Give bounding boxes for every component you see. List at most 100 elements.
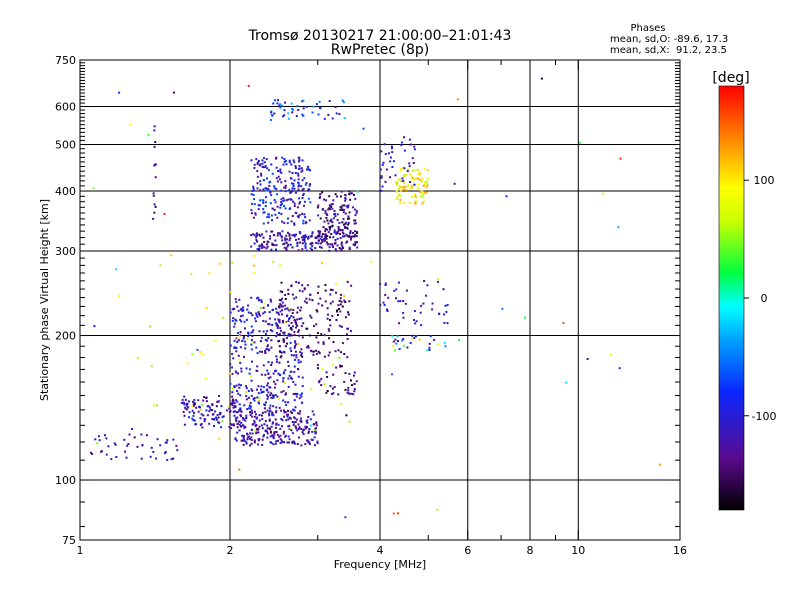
data-point bbox=[298, 317, 301, 320]
data-point bbox=[406, 170, 409, 172]
data-point bbox=[228, 425, 231, 428]
y-tick-label: 400 bbox=[55, 185, 76, 198]
data-point bbox=[315, 323, 318, 326]
data-point bbox=[279, 434, 282, 437]
data-point bbox=[249, 444, 251, 447]
data-point bbox=[283, 415, 285, 418]
data-point bbox=[166, 439, 169, 442]
data-point bbox=[345, 205, 348, 208]
data-point bbox=[302, 99, 305, 102]
data-point bbox=[286, 307, 289, 310]
grid-lines bbox=[80, 60, 680, 540]
data-point bbox=[261, 427, 264, 430]
data-point bbox=[329, 243, 332, 246]
data-point bbox=[324, 228, 327, 230]
data-point bbox=[252, 233, 255, 236]
data-point bbox=[187, 406, 190, 409]
data-point bbox=[272, 435, 274, 438]
data-point bbox=[231, 308, 234, 311]
data-point bbox=[343, 235, 346, 238]
data-point bbox=[298, 334, 301, 337]
data-point bbox=[251, 412, 253, 415]
data-point bbox=[268, 386, 271, 389]
data-point bbox=[317, 341, 320, 344]
data-point bbox=[266, 382, 269, 385]
data-point bbox=[411, 169, 414, 172]
data-point bbox=[251, 314, 254, 317]
data-point bbox=[307, 430, 310, 433]
data-point bbox=[428, 349, 431, 351]
data-point bbox=[272, 234, 275, 236]
x-tick-label: 1 bbox=[77, 544, 84, 557]
data-point bbox=[220, 426, 223, 429]
data-point bbox=[339, 297, 342, 300]
data-point bbox=[326, 317, 329, 320]
data-point bbox=[310, 388, 313, 391]
data-point bbox=[301, 248, 304, 251]
data-point bbox=[345, 241, 348, 244]
data-point bbox=[341, 209, 344, 211]
data-point bbox=[305, 168, 308, 171]
data-point bbox=[311, 242, 314, 245]
data-point bbox=[280, 281, 283, 284]
data-point bbox=[98, 439, 101, 442]
data-point bbox=[219, 412, 222, 415]
data-point bbox=[298, 230, 301, 233]
data-point bbox=[312, 350, 315, 353]
data-point bbox=[319, 193, 322, 196]
data-point bbox=[384, 153, 387, 155]
data-point bbox=[315, 422, 318, 425]
data-point bbox=[309, 314, 312, 317]
data-point bbox=[352, 206, 355, 209]
data-point bbox=[266, 177, 268, 180]
data-point bbox=[355, 380, 358, 383]
data-point bbox=[285, 413, 288, 416]
data-point bbox=[287, 409, 289, 412]
data-point bbox=[304, 234, 307, 237]
data-point bbox=[282, 372, 285, 375]
data-point bbox=[328, 337, 331, 340]
data-point bbox=[309, 169, 312, 172]
data-point bbox=[327, 208, 330, 211]
data-point bbox=[323, 239, 326, 242]
data-point bbox=[329, 319, 331, 321]
data-point bbox=[353, 388, 356, 390]
data-point bbox=[284, 304, 287, 307]
data-point bbox=[238, 420, 241, 423]
data-point bbox=[259, 183, 262, 186]
data-point bbox=[330, 205, 333, 208]
data-point bbox=[229, 291, 232, 294]
data-point bbox=[275, 166, 278, 169]
data-point bbox=[402, 316, 405, 319]
data-point bbox=[256, 163, 259, 166]
data-point bbox=[154, 205, 157, 208]
data-point bbox=[278, 299, 281, 301]
data-point bbox=[238, 409, 241, 412]
data-point bbox=[246, 436, 249, 439]
data-point bbox=[276, 358, 278, 361]
data-point bbox=[290, 412, 293, 414]
data-point bbox=[380, 150, 383, 153]
data-point bbox=[324, 211, 327, 214]
data-point bbox=[327, 354, 330, 357]
data-point bbox=[254, 212, 257, 215]
data-point bbox=[391, 151, 394, 154]
data-point bbox=[277, 325, 280, 328]
data-point bbox=[266, 427, 269, 430]
data-point bbox=[295, 326, 297, 329]
data-point bbox=[192, 400, 194, 403]
data-point bbox=[334, 350, 337, 353]
data-point bbox=[236, 305, 239, 308]
data-point bbox=[446, 322, 449, 325]
data-point bbox=[347, 215, 350, 218]
data-point bbox=[269, 394, 272, 396]
data-point bbox=[352, 231, 354, 234]
data-point bbox=[300, 167, 303, 170]
data-point bbox=[271, 114, 274, 117]
data-point bbox=[195, 406, 198, 409]
data-point bbox=[270, 111, 273, 114]
data-point bbox=[252, 216, 255, 219]
data-point bbox=[356, 231, 358, 234]
data-point bbox=[323, 220, 326, 223]
data-point bbox=[339, 195, 342, 198]
